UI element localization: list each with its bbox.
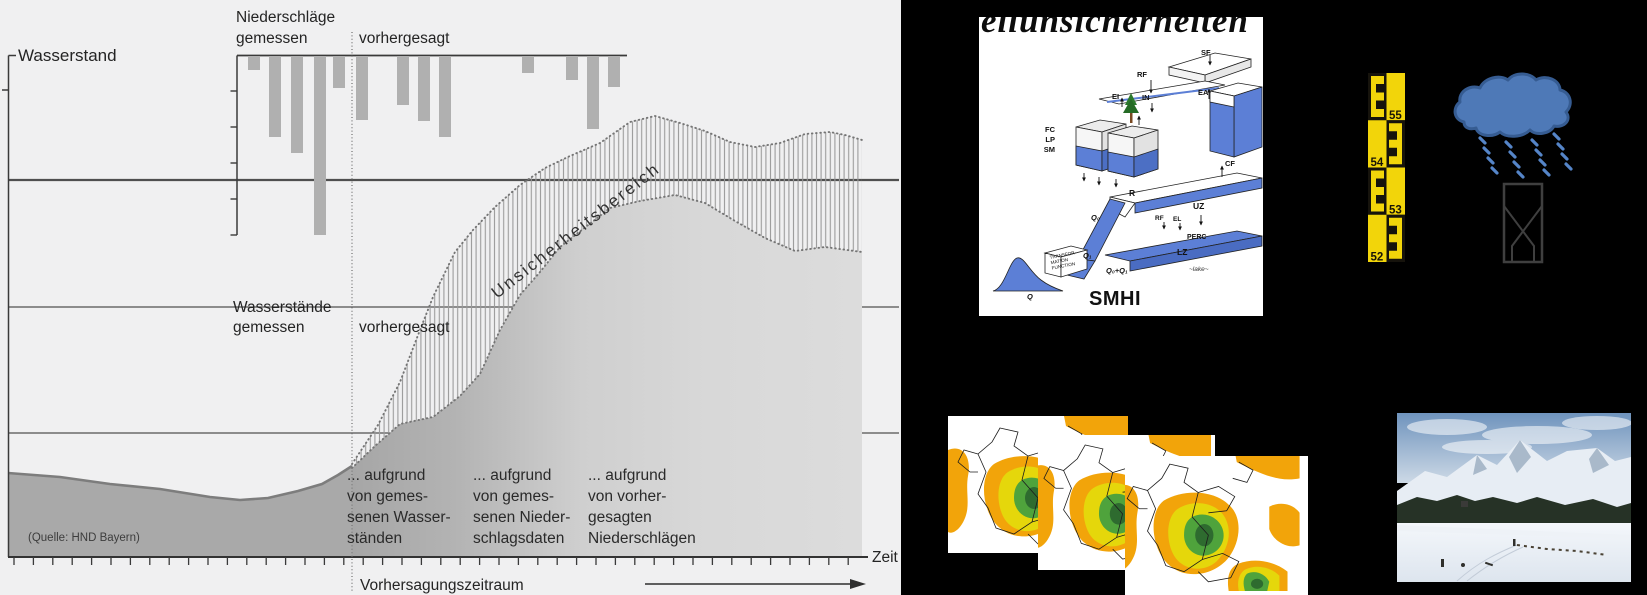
label-ei: EI [1112, 92, 1119, 101]
annotation1-line3: senen Wasser- [347, 509, 451, 526]
annotation3-line4: Niederschlägen [588, 530, 696, 547]
label-sm: SM [1044, 145, 1055, 154]
label-sf: SF [1201, 48, 1211, 57]
photo-hut [1461, 501, 1468, 507]
rain-cloud-icon [1446, 70, 1576, 182]
foreground-marks [1441, 539, 1516, 567]
rain-cloud-svg [1453, 72, 1573, 179]
label-q: Q [1027, 292, 1033, 301]
hbv-shapes [992, 52, 1263, 292]
gauge-segment-3: 53 [1368, 167, 1405, 217]
precip-forecast-label: vorhergesagt [359, 30, 450, 47]
tf-line2: MATION [1050, 257, 1068, 265]
gauge-number-53: 53 [1389, 205, 1402, 217]
tf-line3: FUNCTION [1051, 261, 1075, 270]
tf-line1: TRANSFOR- [1049, 250, 1077, 260]
water-level-areas [7, 195, 862, 556]
label-r: R [1129, 188, 1135, 198]
label-lake: ~lake~ [1189, 266, 1209, 273]
smhi-logo: SMHI [1089, 288, 1141, 310]
level-forecast-label: vorhergesagt [359, 319, 450, 336]
annotation2-line1: ... aufgrund [473, 467, 551, 484]
flow-arrows [1082, 55, 1224, 231]
label-el: EL [1173, 216, 1181, 223]
annotation2-line3: senen Nieder- [473, 509, 570, 526]
staff-gauge-svg: 55 54 53 52 [1368, 73, 1405, 264]
smhi-hbv-model-figure: ellunsicherheiten [979, 17, 1263, 316]
annotation2-line2: von gemes- [473, 488, 554, 505]
forecast-arrow-head [850, 579, 866, 589]
annotation-block-2: ... aufgrund von gemes- senen Nieder- sc… [473, 467, 570, 547]
label-rf2: RF [1155, 215, 1164, 222]
hbv-schematic: SF RF EI IN EA FC LP SM CF R UZ PERC RF … [992, 48, 1263, 310]
hydro-forecast-chart: Wasserstand Niederschläge gemessen vorhe… [0, 0, 901, 595]
winter-photo-svg [1397, 413, 1632, 582]
clipped-slide-title: ellunsicherheiten [981, 17, 1249, 40]
annotation3-line1: ... aufgrund [588, 467, 666, 484]
label-q0: Q₀ [1091, 213, 1100, 222]
precipitation-bars [248, 56, 620, 235]
annotation2-line4: schlagsdaten [473, 530, 564, 547]
fence-line [1516, 544, 1608, 556]
y-axis-label: Wasserstand [18, 46, 117, 65]
gauge-segment-4: 52 [1368, 214, 1405, 264]
label-uz: UZ [1193, 201, 1204, 211]
x-axis-label: Zeit [872, 549, 899, 566]
label-in: IN [1142, 93, 1150, 102]
label-qsum: Q₀+Q₁ [1106, 266, 1128, 275]
label-lp: LP [1045, 135, 1055, 144]
annotation3-line2: von vorher- [588, 488, 666, 505]
label-cf: CF [1225, 159, 1235, 168]
pegel-symbol-svg [1502, 182, 1544, 264]
precip-title: Niederschläge [236, 9, 335, 26]
precip-map-frame-3 [1125, 456, 1308, 595]
snow-tracks [1456, 544, 1524, 582]
label-fc: FC [1045, 125, 1056, 134]
hbv-labels: SF RF EI IN EA FC LP SM CF R UZ PERC RF … [1027, 48, 1235, 310]
level-measured-label: gemessen [233, 319, 305, 336]
gauge-number-52: 52 [1371, 252, 1384, 263]
label-perc: PERC [1187, 234, 1206, 241]
water-level-staff-gauge: 55 54 53 52 [1368, 73, 1405, 264]
gauge-number-55: 55 [1389, 110, 1402, 122]
precip-measured-label: gemessen [236, 30, 308, 47]
label-q1: Q₁ [1083, 251, 1092, 260]
gauge-segment-2: 54 [1368, 120, 1405, 169]
gauge-number-54: 54 [1371, 157, 1384, 169]
level-label-line1: Wasserstände [233, 299, 332, 316]
photo-clouds [1407, 416, 1632, 454]
uncertainty-band [351, 115, 863, 469]
mountain-shadows [1473, 440, 1609, 475]
pegel-station-symbol [1500, 182, 1546, 266]
axes [2, 32, 868, 592]
annotation1-line1: ... aufgrund [347, 467, 425, 484]
rain-dashes [1478, 132, 1573, 179]
annotation-block-3: ... aufgrund von vorher- gesagten Nieder… [588, 467, 696, 547]
label-rf: RF [1137, 70, 1147, 79]
hydro-chart-svg: Wasserstand Niederschläge gemessen vorhe… [2, 9, 899, 594]
source-label: (Quelle: HND Bayern) [28, 532, 140, 544]
gauge-segment-1: 55 [1368, 73, 1405, 122]
photo-mountains [1397, 440, 1631, 509]
annotation1-line4: ständen [347, 530, 402, 547]
winter-landscape-photo [1397, 413, 1632, 582]
transformation-box-text: TRANSFOR- MATION FUNCTION [1049, 250, 1077, 271]
label-lz: LZ [1177, 247, 1187, 257]
annotation3-line3: gesagten [588, 509, 652, 526]
annotation1-line2: von gemes- [347, 488, 428, 505]
precip-map-3-svg [1125, 456, 1308, 595]
forecast-period-label: Vorhersagungszeitraum [360, 577, 524, 594]
cloud-shape [1453, 72, 1572, 138]
annotation-block-1: ... aufgrund von gemes- senen Wasser- st… [347, 467, 451, 547]
label-ea: EA [1198, 88, 1209, 97]
